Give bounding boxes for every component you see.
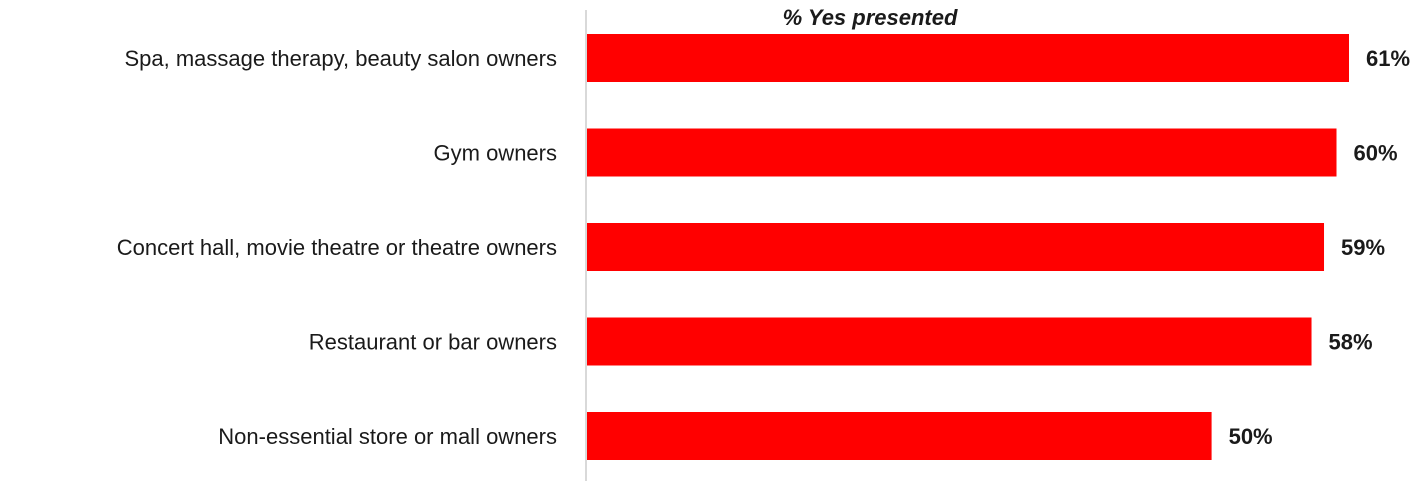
category-label: Gym owners (434, 141, 557, 166)
value-label: 58% (1329, 330, 1373, 355)
bars-group: Spa, massage therapy, beauty salon owner… (117, 34, 1410, 460)
category-label: Restaurant or bar owners (309, 330, 557, 355)
category-label: Non-essential store or mall owners (218, 424, 557, 449)
bar (587, 128, 1337, 177)
bar (587, 34, 1349, 82)
category-label: Concert hall, movie theatre or theatre o… (117, 235, 557, 260)
bar (587, 412, 1212, 460)
chart-title: % Yes presented (783, 5, 958, 30)
value-label: 50% (1229, 424, 1273, 449)
category-label: Spa, massage therapy, beauty salon owner… (124, 46, 557, 71)
value-label: 59% (1341, 235, 1385, 260)
bar (587, 317, 1312, 366)
value-label: 60% (1354, 141, 1398, 166)
value-label: 61% (1366, 46, 1410, 71)
bar (587, 223, 1325, 271)
